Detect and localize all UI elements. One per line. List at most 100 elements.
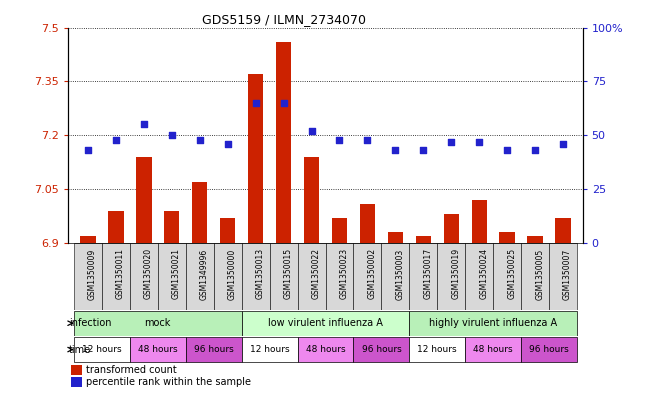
FancyBboxPatch shape <box>381 243 409 310</box>
Point <box>530 147 540 154</box>
Text: 12 hours: 12 hours <box>417 345 457 354</box>
FancyBboxPatch shape <box>409 243 437 310</box>
Text: percentile rank within the sample: percentile rank within the sample <box>87 377 251 387</box>
Text: 96 hours: 96 hours <box>529 345 569 354</box>
Text: GSM1350009: GSM1350009 <box>88 248 97 299</box>
Point <box>111 136 121 143</box>
Point <box>195 136 205 143</box>
Text: GSM1350017: GSM1350017 <box>423 248 432 299</box>
FancyBboxPatch shape <box>270 243 298 310</box>
Text: GSM1350022: GSM1350022 <box>312 248 320 299</box>
FancyBboxPatch shape <box>437 243 465 310</box>
Text: GSM1350023: GSM1350023 <box>339 248 348 299</box>
Bar <box>555 218 571 243</box>
Bar <box>108 211 124 243</box>
Text: infection: infection <box>69 318 112 328</box>
Bar <box>276 42 291 243</box>
Point <box>418 147 428 154</box>
Point <box>307 128 317 134</box>
Point <box>334 136 344 143</box>
FancyBboxPatch shape <box>158 243 186 310</box>
FancyBboxPatch shape <box>186 243 214 310</box>
Point <box>390 147 400 154</box>
Bar <box>332 218 347 243</box>
Text: GSM1350005: GSM1350005 <box>535 248 544 299</box>
Text: GSM1350025: GSM1350025 <box>507 248 516 299</box>
Text: GSM1350003: GSM1350003 <box>395 248 404 299</box>
Text: 12 hours: 12 hours <box>250 345 290 354</box>
Text: GSM1350019: GSM1350019 <box>451 248 460 299</box>
Text: GSM1350020: GSM1350020 <box>144 248 153 299</box>
Bar <box>499 232 515 243</box>
Bar <box>248 74 263 243</box>
Text: 48 hours: 48 hours <box>473 345 513 354</box>
Point <box>446 139 456 145</box>
Point <box>251 100 261 106</box>
FancyBboxPatch shape <box>242 337 298 362</box>
Text: GSM1350024: GSM1350024 <box>479 248 488 299</box>
Point <box>83 147 93 154</box>
Text: 96 hours: 96 hours <box>361 345 401 354</box>
Text: mock: mock <box>145 318 171 328</box>
FancyBboxPatch shape <box>186 337 242 362</box>
Text: transformed count: transformed count <box>87 365 177 375</box>
Text: 48 hours: 48 hours <box>306 345 345 354</box>
Bar <box>527 236 543 243</box>
Text: GSM1350015: GSM1350015 <box>284 248 292 299</box>
Bar <box>164 211 180 243</box>
FancyBboxPatch shape <box>298 337 353 362</box>
FancyBboxPatch shape <box>465 243 493 310</box>
FancyBboxPatch shape <box>409 337 465 362</box>
FancyBboxPatch shape <box>74 337 130 362</box>
Text: GSM1350021: GSM1350021 <box>172 248 181 299</box>
Text: 96 hours: 96 hours <box>194 345 234 354</box>
Text: GSM1350007: GSM1350007 <box>563 248 572 299</box>
FancyBboxPatch shape <box>130 337 186 362</box>
FancyBboxPatch shape <box>353 337 409 362</box>
FancyBboxPatch shape <box>298 243 326 310</box>
Point <box>223 141 233 147</box>
Point <box>139 121 149 128</box>
FancyBboxPatch shape <box>353 243 381 310</box>
FancyBboxPatch shape <box>409 310 577 336</box>
Text: GSM1350002: GSM1350002 <box>367 248 376 299</box>
FancyBboxPatch shape <box>326 243 353 310</box>
Text: low virulent influenza A: low virulent influenza A <box>268 318 383 328</box>
FancyBboxPatch shape <box>74 310 242 336</box>
FancyBboxPatch shape <box>214 243 242 310</box>
FancyBboxPatch shape <box>74 243 102 310</box>
Bar <box>80 236 96 243</box>
FancyBboxPatch shape <box>521 337 577 362</box>
Title: GDS5159 / ILMN_2734070: GDS5159 / ILMN_2734070 <box>202 13 367 26</box>
Bar <box>388 232 403 243</box>
Point <box>167 132 177 138</box>
FancyBboxPatch shape <box>102 243 130 310</box>
FancyBboxPatch shape <box>242 310 409 336</box>
Text: GSM1349996: GSM1349996 <box>200 248 209 299</box>
Bar <box>360 204 375 243</box>
Bar <box>136 157 152 243</box>
Text: GSM1350011: GSM1350011 <box>116 248 125 299</box>
FancyBboxPatch shape <box>549 243 577 310</box>
Bar <box>192 182 208 243</box>
FancyBboxPatch shape <box>465 337 521 362</box>
Point <box>362 136 372 143</box>
Text: highly virulent influenza A: highly virulent influenza A <box>429 318 557 328</box>
Bar <box>415 236 431 243</box>
FancyBboxPatch shape <box>242 243 270 310</box>
Point <box>558 141 568 147</box>
Bar <box>443 214 459 243</box>
FancyBboxPatch shape <box>521 243 549 310</box>
Text: GSM1350013: GSM1350013 <box>256 248 264 299</box>
Bar <box>220 218 236 243</box>
FancyBboxPatch shape <box>130 243 158 310</box>
Point <box>279 100 289 106</box>
Bar <box>471 200 487 243</box>
Point <box>502 147 512 154</box>
Text: 12 hours: 12 hours <box>82 345 122 354</box>
Bar <box>304 157 319 243</box>
Text: GSM1350000: GSM1350000 <box>228 248 237 299</box>
FancyBboxPatch shape <box>493 243 521 310</box>
Text: 48 hours: 48 hours <box>138 345 178 354</box>
Point <box>474 139 484 145</box>
